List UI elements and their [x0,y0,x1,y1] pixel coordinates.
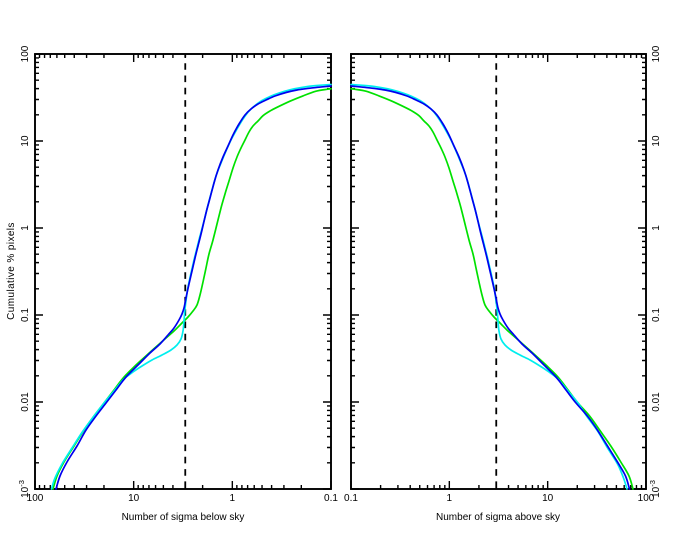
svg-text:1: 1 [447,493,453,504]
svg-text:100: 100 [651,45,662,62]
svg-text:10: 10 [651,135,662,147]
svg-text:Cumulative % pixels: Cumulative % pixels [6,222,17,320]
svg-text:Number of sigma above sky: Number of sigma above sky [436,512,560,523]
svg-text:0.01: 0.01 [20,392,31,412]
svg-text:Number of sigma below sky: Number of sigma below sky [122,512,245,523]
svg-text:0.01: 0.01 [651,392,662,412]
svg-text:1: 1 [230,493,236,504]
svg-text:100: 100 [638,493,655,504]
svg-text:10: 10 [128,493,140,504]
svg-text:100: 100 [27,493,44,504]
svg-text:0.1: 0.1 [20,308,31,322]
svg-text:0.1: 0.1 [324,493,338,504]
svg-text:0.1: 0.1 [344,493,358,504]
svg-text:10: 10 [542,493,554,504]
svg-text:10: 10 [20,135,31,147]
svg-text:1: 1 [20,225,31,231]
svg-text:0.1: 0.1 [651,308,662,322]
svg-text:1: 1 [651,225,662,231]
svg-text:100: 100 [20,45,31,62]
